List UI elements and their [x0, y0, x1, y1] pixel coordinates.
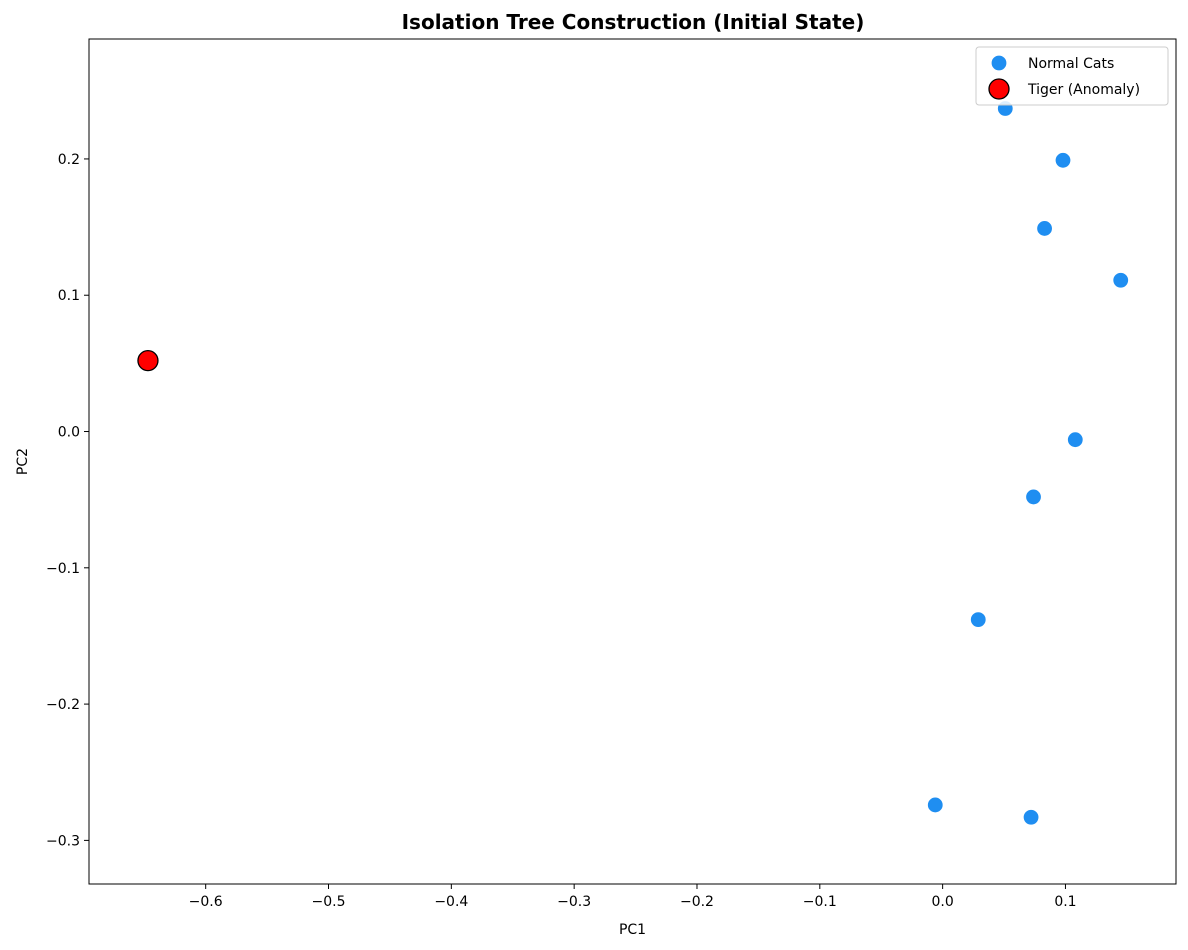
x-axis: −0.6 −0.5 −0.4 −0.3 −0.2 −0.1 0.0 0.1	[189, 884, 1077, 910]
y-tick-label: 0.0	[58, 425, 80, 441]
y-tick-label: 0.1	[58, 288, 80, 304]
plot-area	[89, 39, 1176, 884]
normal-point	[927, 797, 943, 813]
normal-point	[1113, 272, 1129, 288]
legend-box	[975, 46, 1169, 106]
legend: Normal Cats Tiger (Anomaly)	[975, 46, 1169, 106]
normal-point	[1023, 809, 1039, 825]
y-tick-label: 0.2	[58, 152, 80, 168]
chart-title: Isolation Tree Construction (Initial Sta…	[402, 10, 865, 34]
legend-marker	[991, 55, 1007, 71]
x-tick-label: −0.1	[803, 894, 837, 910]
legend-marker	[988, 78, 1010, 100]
x-axis-label: PC1	[619, 922, 646, 938]
legend-label: Tiger (Anomaly)	[1027, 82, 1140, 98]
plot-frame	[88, 38, 1177, 885]
y-tick-label: −0.1	[46, 561, 80, 577]
x-tick-label: 0.0	[931, 894, 953, 910]
y-axis: −0.3 −0.2 −0.1 0.0 0.1 0.2	[46, 152, 89, 849]
x-tick-label: −0.5	[312, 894, 346, 910]
normal-point	[1055, 152, 1071, 168]
legend-label: Normal Cats	[1028, 56, 1114, 72]
x-tick-label: −0.6	[189, 894, 223, 910]
normal-point	[970, 612, 986, 627]
normal-point	[1067, 432, 1083, 448]
y-tick-label: −0.3	[46, 833, 80, 849]
y-axis-label: PC2	[15, 448, 31, 475]
x-tick-label: −0.2	[680, 894, 714, 910]
normal-point	[1037, 221, 1052, 236]
normal-point	[1026, 489, 1041, 505]
y-tick-label: −0.2	[46, 697, 80, 713]
x-tick-label: −0.4	[434, 894, 468, 910]
anomaly-point	[137, 349, 159, 372]
x-tick-label: 0.1	[1054, 894, 1076, 910]
x-tick-label: −0.3	[557, 894, 591, 910]
